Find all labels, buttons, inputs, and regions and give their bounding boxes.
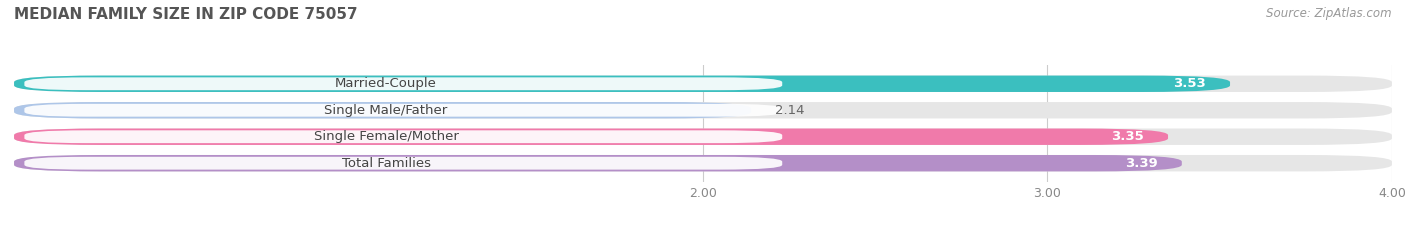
FancyBboxPatch shape: [24, 104, 782, 117]
FancyBboxPatch shape: [14, 129, 1392, 145]
FancyBboxPatch shape: [24, 77, 782, 90]
Text: 3.39: 3.39: [1125, 157, 1157, 170]
Text: Total Families: Total Families: [342, 157, 430, 170]
FancyBboxPatch shape: [14, 155, 1392, 171]
Text: Source: ZipAtlas.com: Source: ZipAtlas.com: [1267, 7, 1392, 20]
FancyBboxPatch shape: [14, 75, 1392, 92]
FancyBboxPatch shape: [24, 130, 782, 143]
FancyBboxPatch shape: [24, 157, 782, 170]
FancyBboxPatch shape: [14, 102, 1392, 118]
FancyBboxPatch shape: [14, 75, 1230, 92]
FancyBboxPatch shape: [14, 102, 751, 118]
Text: MEDIAN FAMILY SIZE IN ZIP CODE 75057: MEDIAN FAMILY SIZE IN ZIP CODE 75057: [14, 7, 357, 22]
Text: Single Male/Father: Single Male/Father: [325, 104, 447, 117]
Text: Single Female/Mother: Single Female/Mother: [314, 130, 458, 143]
FancyBboxPatch shape: [14, 155, 1182, 171]
Text: Married-Couple: Married-Couple: [335, 77, 437, 90]
Text: 3.53: 3.53: [1173, 77, 1206, 90]
Text: 2.14: 2.14: [775, 104, 804, 117]
FancyBboxPatch shape: [14, 129, 1168, 145]
Text: 3.35: 3.35: [1111, 130, 1144, 143]
